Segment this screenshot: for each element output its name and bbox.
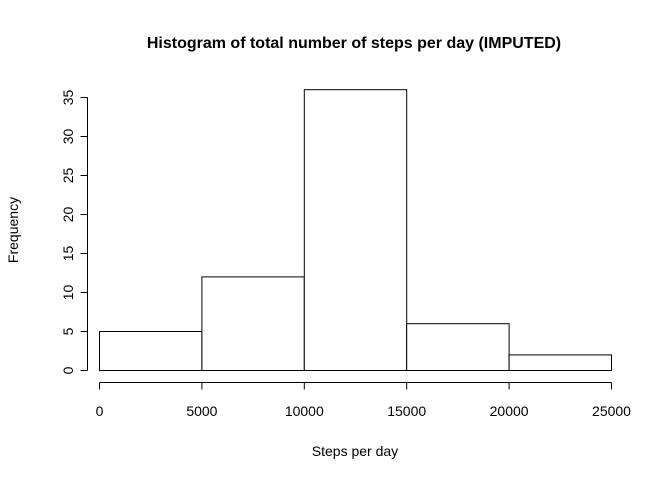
y-tick-label-7: 35 [60,90,76,106]
histogram-bar-4 [508,354,613,371]
histogram-bar-0 [99,331,203,371]
chart-title: Histogram of total number of steps per d… [147,35,561,52]
y-axis-label: Frequency [5,197,21,263]
x-tick-label-1: 5000 [186,403,217,419]
y-tick-label-4: 20 [60,207,76,223]
y-axis: 0 5 10 15 20 25 30 35 [60,90,88,374]
y-tick-label-2: 10 [60,285,76,301]
histogram-bar-2 [303,89,408,371]
x-tick-label-4: 20000 [490,403,529,419]
x-tick-label-3: 15000 [387,403,426,419]
x-axis: 0 5000 10000 15000 20000 25000 [96,382,631,419]
y-tick-label-6: 30 [60,129,76,145]
histogram-bar-1 [201,276,305,371]
x-tick-label-0: 0 [96,403,104,419]
y-tick-label-0: 0 [60,366,76,374]
x-axis-label: Steps per day [312,443,398,459]
y-tick-label-3: 15 [60,246,76,262]
histogram-bars [99,89,613,372]
x-tick-label-2: 10000 [285,403,324,419]
y-tick-label-5: 25 [60,168,76,184]
x-tick-label-5: 25000 [592,403,631,419]
y-tick-label-1: 5 [60,327,76,335]
histogram-bar-3 [406,323,510,372]
